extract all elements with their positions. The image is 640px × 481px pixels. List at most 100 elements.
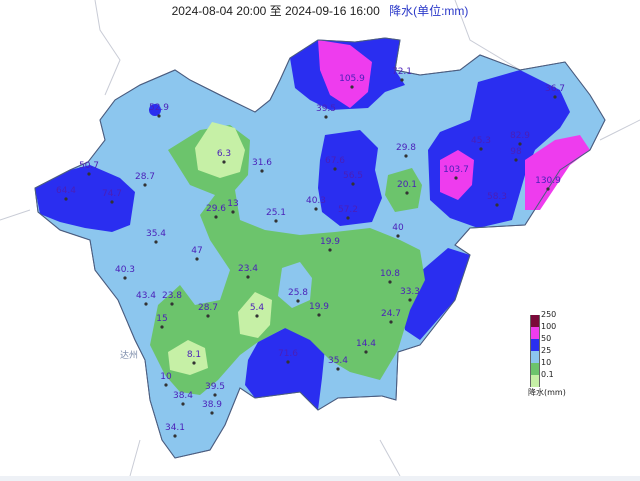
legend-swatch-0-1 bbox=[530, 375, 540, 387]
station-value: 29.6 bbox=[206, 204, 226, 214]
station-value: 105.9 bbox=[339, 74, 365, 84]
legend-row-100: 100 bbox=[528, 322, 598, 339]
station-dot bbox=[157, 114, 161, 118]
station-marker: 105.9 bbox=[339, 74, 365, 89]
station-marker: 40.3 bbox=[115, 265, 135, 280]
legend-swatch-25 bbox=[530, 351, 540, 363]
station-dot bbox=[514, 158, 518, 162]
station-dot bbox=[333, 167, 337, 171]
station-value: 31.6 bbox=[252, 158, 272, 168]
station-value: 8.1 bbox=[187, 350, 201, 360]
station-dot bbox=[274, 219, 278, 223]
area-class-50-center bbox=[318, 130, 382, 226]
station-value: 72.1 bbox=[392, 67, 412, 77]
station-dot bbox=[154, 240, 158, 244]
station-value: 25.8 bbox=[288, 288, 308, 298]
station-marker: 71.6 bbox=[278, 349, 298, 364]
station-marker: 29.8 bbox=[396, 143, 416, 158]
station-marker: 130.9 bbox=[535, 176, 561, 191]
station-value: 5.4 bbox=[250, 303, 265, 313]
station-dot bbox=[364, 350, 368, 354]
station-marker: 13 bbox=[227, 199, 239, 214]
station-dot bbox=[479, 147, 483, 151]
station-value: 38.4 bbox=[173, 391, 193, 401]
station-marker: 35.4 bbox=[146, 229, 166, 244]
station-value: 28.7 bbox=[198, 303, 218, 313]
station-value: 39.5 bbox=[205, 382, 225, 392]
station-marker: 6.3 bbox=[217, 149, 231, 164]
station-dot bbox=[400, 78, 404, 82]
station-value: 39.5 bbox=[316, 104, 336, 114]
station-marker: 40 bbox=[392, 223, 404, 238]
station-value: 19.9 bbox=[320, 237, 340, 247]
precipitation-legend: 250 100 50 25 10 0.1 降水(mm) bbox=[528, 310, 598, 397]
station-marker: 29.6 bbox=[206, 204, 226, 219]
legend-label-250: 250 bbox=[541, 310, 557, 319]
station-value: 130.9 bbox=[535, 176, 561, 186]
legend-label-25: 25 bbox=[541, 346, 552, 355]
station-dot bbox=[213, 393, 217, 397]
station-marker: 23.8 bbox=[162, 291, 182, 306]
station-value: 6.3 bbox=[217, 149, 231, 159]
station-dot bbox=[87, 172, 91, 176]
station-value: 38.9 bbox=[202, 400, 222, 410]
date-range: 2024-08-04 20:00 至 2024-09-16 16:00 bbox=[171, 4, 380, 18]
legend-label-50: 50 bbox=[541, 334, 552, 343]
station-marker: 25.1 bbox=[266, 208, 286, 223]
station-dot bbox=[214, 215, 218, 219]
station-marker: 33.3 bbox=[400, 287, 420, 302]
station-value: 23.8 bbox=[162, 291, 182, 301]
legend-swatch-250 bbox=[530, 315, 540, 327]
station-value: 71.6 bbox=[278, 349, 298, 359]
station-dot bbox=[64, 197, 68, 201]
station-dot bbox=[195, 257, 199, 261]
station-value: 35.4 bbox=[146, 229, 166, 239]
area-class-10-east-patch bbox=[385, 168, 422, 212]
area-class-100-east bbox=[440, 150, 474, 200]
station-value: 82.9 bbox=[510, 131, 530, 141]
area-class-50-northwest-dot bbox=[149, 104, 161, 116]
station-marker: 25.8 bbox=[288, 288, 308, 303]
station-marker: 36.7 bbox=[545, 84, 565, 99]
station-dot bbox=[173, 434, 177, 438]
station-value: 34.1 bbox=[165, 423, 185, 433]
stations-layer: 105.9 72.1 36.7 52.9 39.5 45.3 82.9 98 6.3 31.6 67… bbox=[56, 67, 565, 438]
region-outline bbox=[34, 37, 606, 459]
station-dot bbox=[231, 210, 235, 214]
station-marker: 50.7 bbox=[79, 161, 99, 176]
station-dot bbox=[388, 280, 392, 284]
station-marker: 23.4 bbox=[238, 264, 258, 279]
station-value: 103.7 bbox=[443, 165, 469, 175]
station-value: 56.5 bbox=[343, 171, 363, 181]
station-dot bbox=[206, 314, 210, 318]
station-marker: 10.8 bbox=[380, 269, 400, 284]
station-marker: 64.4 bbox=[56, 186, 76, 201]
station-dot bbox=[286, 360, 290, 364]
station-value: 50.7 bbox=[79, 161, 99, 171]
station-dot bbox=[143, 183, 147, 187]
station-marker: 8.1 bbox=[187, 350, 201, 365]
station-marker: 45.3 bbox=[471, 136, 491, 151]
legend-row-0-1: 0.1 bbox=[528, 370, 598, 387]
station-value: 45.3 bbox=[471, 136, 491, 146]
station-dot bbox=[546, 187, 550, 191]
station-marker: 28.7 bbox=[198, 303, 218, 318]
station-dot bbox=[336, 367, 340, 371]
station-marker: 103.7 bbox=[443, 165, 469, 180]
area-class-0-1-center bbox=[238, 292, 272, 338]
station-value: 58.3 bbox=[487, 192, 507, 202]
station-dot bbox=[553, 95, 557, 99]
station-dot bbox=[296, 299, 300, 303]
unit-label: 降水(单位:mm) bbox=[389, 4, 469, 18]
station-marker: 82.9 bbox=[510, 131, 530, 146]
station-marker: 38.4 bbox=[173, 391, 193, 406]
station-marker: 5.4 bbox=[250, 303, 265, 318]
station-marker: 67.6 bbox=[325, 156, 345, 171]
station-value: 98 bbox=[510, 147, 522, 157]
station-value: 28.7 bbox=[135, 172, 155, 182]
station-dot bbox=[260, 169, 264, 173]
station-value: 24.7 bbox=[381, 309, 401, 319]
legend-label-10: 10 bbox=[541, 358, 552, 367]
